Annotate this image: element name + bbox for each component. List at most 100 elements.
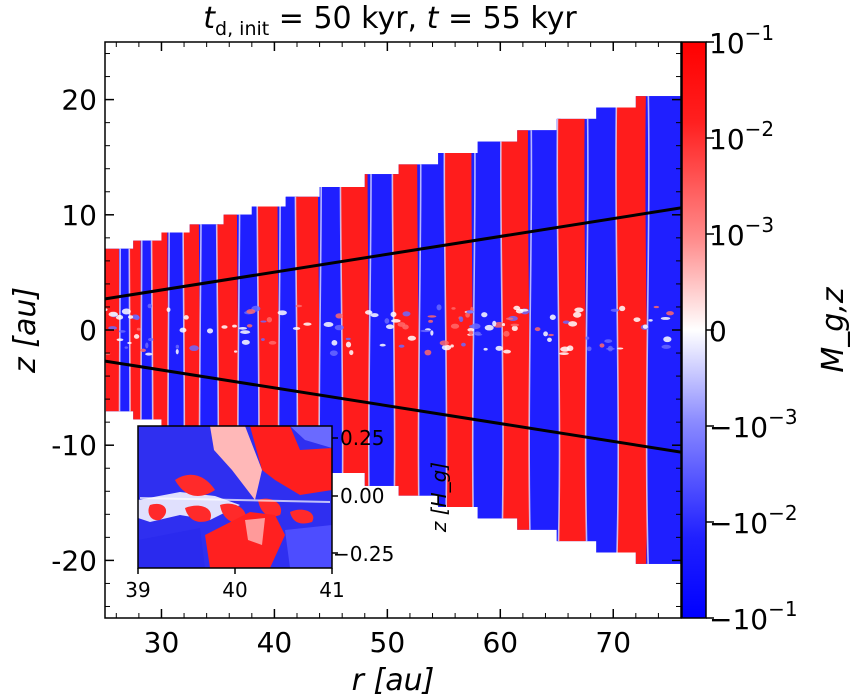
midplane-speckle bbox=[660, 316, 671, 320]
midplane-speckle bbox=[469, 330, 473, 336]
midplane-speckle bbox=[610, 308, 620, 312]
midplane-speckle bbox=[121, 308, 131, 315]
midplane-speckle bbox=[471, 323, 481, 330]
midplane-speckle bbox=[450, 323, 460, 329]
midplane-speckle bbox=[335, 313, 344, 319]
midplane-speckle bbox=[495, 345, 503, 351]
midplane-speckle bbox=[277, 310, 287, 316]
x-tick-label: 40 bbox=[257, 626, 293, 659]
midplane-speckle bbox=[266, 317, 273, 323]
axes-ticks: 30 40 50 60 70 20 10 0 -10 -20 bbox=[51, 42, 682, 659]
midplane-speckle bbox=[246, 309, 256, 314]
colorbar-tick-label: 10−2 bbox=[709, 117, 774, 156]
positive-stripe bbox=[614, 96, 648, 564]
midplane-speckle bbox=[430, 330, 434, 336]
midplane-speckle bbox=[334, 324, 344, 331]
colorbar-tick-label: 10−1 bbox=[709, 21, 774, 60]
midplane-speckle bbox=[424, 349, 432, 356]
midplane-speckle bbox=[260, 320, 267, 323]
midplane-speckle bbox=[604, 339, 613, 343]
inset-x-tick-label: 40 bbox=[222, 578, 247, 602]
midplane-speckle bbox=[349, 350, 354, 356]
midplane-speckle bbox=[175, 344, 180, 349]
midplane-speckle bbox=[562, 320, 570, 324]
midplane-speckle bbox=[502, 322, 506, 327]
midplane-speckle bbox=[329, 350, 338, 356]
chart-title: td, init = 50 kyr, t = 55 kyr bbox=[203, 1, 577, 40]
y-tick-label: -20 bbox=[51, 544, 97, 577]
midplane-speckle bbox=[379, 343, 386, 347]
midplane-speckle bbox=[436, 304, 442, 311]
midplane-speckle bbox=[233, 350, 238, 353]
midplane-speckle bbox=[179, 327, 187, 333]
midplane-speckle bbox=[568, 321, 578, 327]
midplane-speckle bbox=[238, 326, 248, 330]
midplane-speckle bbox=[261, 338, 265, 341]
negative-stripe bbox=[368, 96, 398, 564]
midplane-speckle bbox=[391, 319, 401, 323]
positive-stripe bbox=[556, 96, 587, 564]
midplane-speckle bbox=[331, 340, 338, 346]
inset-x-tick-label: 39 bbox=[125, 578, 150, 602]
negative-stripe bbox=[585, 96, 621, 564]
stripe-edge bbox=[555, 96, 561, 564]
midplane-speckle bbox=[474, 333, 483, 336]
midplane-speckle bbox=[295, 304, 303, 308]
y-tick-label: -10 bbox=[51, 429, 97, 462]
midplane-speckle bbox=[370, 313, 379, 318]
midplane-speckle bbox=[407, 335, 416, 341]
midplane-speckle bbox=[450, 344, 454, 348]
midplane-speckle bbox=[558, 352, 569, 356]
midplane-speckle bbox=[303, 322, 312, 326]
midplane-speckle bbox=[506, 317, 514, 320]
midplane-speckle bbox=[573, 311, 582, 318]
midplane-speckle bbox=[232, 324, 237, 328]
midplane-speckle bbox=[439, 340, 449, 346]
colorbar-tick-label: −10−1 bbox=[709, 597, 798, 636]
colorbar-tick-label: −10−2 bbox=[709, 501, 798, 540]
midplane-speckle bbox=[633, 317, 641, 322]
midplane-speckle bbox=[108, 311, 118, 317]
midplane-speckle bbox=[548, 333, 554, 337]
midplane-speckle bbox=[240, 330, 251, 334]
midplane-speckle bbox=[147, 337, 154, 342]
midplane-speckle bbox=[397, 322, 406, 327]
midplane-speckle bbox=[616, 347, 624, 350]
x-tick-label: 60 bbox=[482, 626, 518, 659]
midplane-speckle bbox=[483, 347, 488, 351]
colorbar: 10−1 10−2 10−3 0 −10−3 −10−2 −10−1 M_g,z bbox=[681, 21, 851, 636]
negative-stripe bbox=[418, 96, 450, 564]
scale-height-line-lower bbox=[105, 359, 681, 454]
x-tick-label: 50 bbox=[370, 626, 406, 659]
midplane-turbulence bbox=[105, 303, 674, 356]
midplane-speckle bbox=[461, 342, 466, 347]
midplane-speckle bbox=[494, 321, 504, 325]
midplane-speckle bbox=[481, 312, 488, 318]
midplane-speckle bbox=[549, 314, 556, 320]
midplane-speckle bbox=[145, 342, 149, 349]
midplane-speckle bbox=[663, 336, 672, 343]
midplane-speckle bbox=[136, 327, 141, 331]
midplane-speckle bbox=[543, 331, 548, 337]
stripe-edge bbox=[584, 96, 590, 564]
midplane-speckle bbox=[166, 307, 171, 313]
midplane-speckle bbox=[189, 345, 199, 352]
midplane-speckle bbox=[246, 324, 253, 328]
midplane-speckle bbox=[427, 315, 437, 318]
midplane-speckle bbox=[574, 307, 584, 313]
midplane-speckle bbox=[115, 314, 124, 320]
x-axis-title: r [au] bbox=[352, 663, 435, 697]
inset-y-tick-label: 0.25 bbox=[340, 426, 385, 450]
midplane-speckle bbox=[183, 315, 189, 320]
midplane-speckle bbox=[385, 324, 395, 330]
midplane-speckle bbox=[511, 325, 518, 332]
x-tick-label: 30 bbox=[144, 626, 180, 659]
inset-x-tick-label: 41 bbox=[319, 578, 344, 602]
midplane-speckle bbox=[648, 319, 653, 322]
inset-y-axis-label: z [H_g] bbox=[427, 462, 451, 533]
midplane-speckle bbox=[560, 346, 570, 352]
midplane-speckle bbox=[510, 323, 520, 327]
negative-stripe bbox=[646, 96, 681, 564]
midplane-speckle bbox=[127, 341, 132, 345]
midplane-speckle bbox=[364, 310, 373, 315]
